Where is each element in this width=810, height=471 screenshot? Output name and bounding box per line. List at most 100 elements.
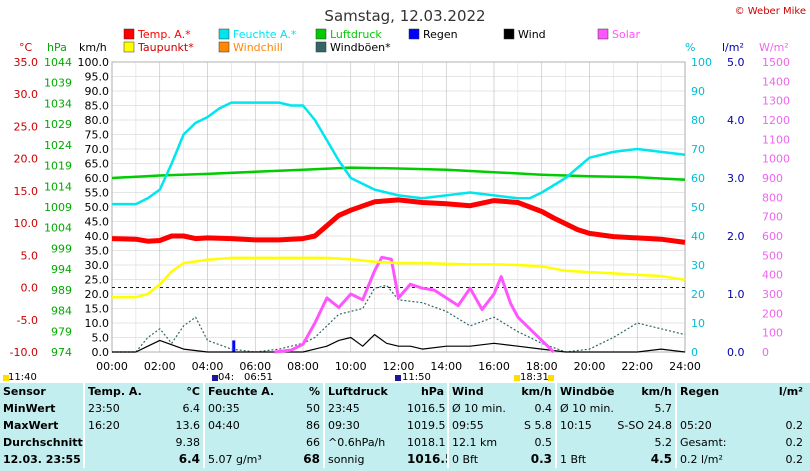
stats-wind-note: 09:55 xyxy=(447,417,510,434)
tick-label-celsius: 0.0 xyxy=(21,282,39,295)
tick-label-time: 16:00 xyxy=(478,360,510,373)
tick-label-kmh: 90.0 xyxy=(85,85,110,98)
tick-label-time: 00:00 xyxy=(96,360,128,373)
tick-label-solar: 0 xyxy=(762,346,769,359)
legend-swatch xyxy=(408,28,420,40)
tick-label-hpa: 1024 xyxy=(44,139,72,152)
stats-luft-time: sonnig xyxy=(323,451,404,468)
stats-header-temp-unit: °C xyxy=(186,385,200,398)
tick-label-solar: 1300 xyxy=(762,95,790,108)
stats-header-windboen: Windböen xyxy=(555,383,614,400)
tick-label-time: 08:00 xyxy=(287,360,319,373)
stats-header-luftdruck: Luftdruck xyxy=(323,383,404,400)
series-temp-line xyxy=(111,197,686,245)
legend-label: Regen xyxy=(423,28,458,41)
tick-label-time: 24:00 xyxy=(669,360,701,373)
stats-feuchte-value: 66 xyxy=(306,436,320,449)
chart-title: Samstag, 12.03.2022 xyxy=(324,7,485,25)
tick-label-kmh: 5.0 xyxy=(92,332,110,345)
tick-label-celsius: 25.0 xyxy=(14,120,39,133)
stats-luft-time: 09:30 xyxy=(323,417,404,434)
tick-label-kmh: 100.0 xyxy=(78,56,110,69)
tick-label-solar: 300 xyxy=(762,288,783,301)
stats-feuchte-time: 00:35 xyxy=(203,400,278,417)
axis-label-rain: l/m² xyxy=(722,41,744,54)
legend-swatch xyxy=(218,41,230,53)
tick-label-hpa: 1004 xyxy=(44,222,72,235)
stats-temp-time: 23:50 xyxy=(83,400,146,417)
sun-marker xyxy=(514,375,520,381)
series-luftdruck-line xyxy=(111,166,686,181)
stats-row-max: MaxWert 16:20 13.6 04:40 86 09:30 1019.5… xyxy=(0,417,806,434)
tick-label-celsius: -5.0 xyxy=(17,314,38,327)
legend-swatch xyxy=(123,28,135,40)
tick-label-celsius: 20.0 xyxy=(14,153,39,166)
axis-label-hpa: hPa xyxy=(47,41,67,54)
legend-label: Wind xyxy=(518,28,546,41)
tick-label-percent: 0 xyxy=(691,346,698,359)
stats-regen-value: 0.2 xyxy=(785,453,804,466)
stats-boen-value: S-SO 24.8 xyxy=(617,419,672,432)
tick-label-kmh: 95.0 xyxy=(85,71,110,84)
tick-label-hpa: 979 xyxy=(51,325,72,338)
tick-label-percent: 20 xyxy=(691,288,705,301)
tick-label-kmh: 15.0 xyxy=(85,303,110,316)
stats-regen-note: Gesamt: xyxy=(675,434,754,451)
stats-header-temp: Temp. A. xyxy=(83,383,146,400)
series-solar-line xyxy=(274,255,555,354)
stats-temp-time xyxy=(83,434,146,451)
series-taupunkt-line xyxy=(112,256,686,299)
stats-wind-value: 0.3 xyxy=(530,452,552,466)
tick-label-solar: 1000 xyxy=(762,153,790,166)
statistics-panel: Sensor Temp. A. °C Feuchte A. % Luftdruc… xyxy=(0,383,810,471)
stats-luft-value: 1016.5 xyxy=(407,402,446,415)
tick-label-kmh: 10.0 xyxy=(85,317,110,330)
stats-boen-note: Ø 10 min. xyxy=(555,400,614,417)
tick-label-rain: 5.0 xyxy=(727,56,745,69)
tick-label-hpa: 1044 xyxy=(44,56,72,69)
stats-header-sensor: Sensor xyxy=(3,385,46,398)
stats-header-wind-unit: km/h xyxy=(521,385,552,398)
axis-label-percent: % xyxy=(685,41,695,54)
tick-label-hpa: 994 xyxy=(51,263,72,276)
stats-regen-note xyxy=(675,400,754,417)
series-feuchte-line xyxy=(112,101,686,206)
tick-label-hpa: 999 xyxy=(51,242,72,255)
stats-regen-note: 05:20 xyxy=(675,417,754,434)
sunrise-prefix-label: 04: xyxy=(218,372,235,383)
stats-feuchte-time xyxy=(203,434,278,451)
legend-swatch xyxy=(597,28,609,40)
stats-boen-value: 5.7 xyxy=(654,402,673,415)
axis-label-solar: W/m² xyxy=(759,41,789,54)
tick-label-rain: 2.0 xyxy=(727,230,745,243)
stats-header-feuchte-unit: % xyxy=(308,385,320,398)
stats-temp-value: 6.4 xyxy=(178,452,200,466)
tick-label-percent: 30 xyxy=(691,259,705,272)
tick-label-celsius: 30.0 xyxy=(14,88,39,101)
tick-label-solar: 500 xyxy=(762,249,783,262)
stats-header-windboen-unit: km/h xyxy=(641,385,672,398)
axis-label-celsius: °C xyxy=(19,41,33,54)
stats-row-label: 12.03. 23:55 xyxy=(3,453,81,466)
stats-row-label: Durchschnitt xyxy=(3,436,83,449)
stats-regen-value: 0.2 xyxy=(785,419,804,432)
stats-temp-value: 13.6 xyxy=(175,419,201,432)
tick-label-time: 06:00 xyxy=(239,360,271,373)
tick-label-percent: 70 xyxy=(691,143,705,156)
stats-wind-note: 0 Bft xyxy=(447,451,510,468)
tick-label-solar: 200 xyxy=(762,307,783,320)
tick-label-percent: 10 xyxy=(691,317,705,330)
tick-label-hpa: 989 xyxy=(51,284,72,297)
tick-label-kmh: 80.0 xyxy=(85,114,110,127)
sun-marker xyxy=(212,375,218,381)
tick-label-hpa: 984 xyxy=(51,305,72,318)
tick-label-kmh: 65.0 xyxy=(85,158,110,171)
tick-label-kmh: 35.0 xyxy=(85,245,110,258)
tick-label-hpa: 1019 xyxy=(44,160,72,173)
tick-label-rain: 4.0 xyxy=(727,114,745,127)
tick-label-hpa: 1029 xyxy=(44,118,72,131)
stats-feuchte-time: 04:40 xyxy=(203,417,278,434)
stats-luft-time: ^0.6hPa/h xyxy=(323,434,404,451)
stats-header-row: Sensor Temp. A. °C Feuchte A. % Luftdruc… xyxy=(0,383,806,400)
tick-label-rain: 0.0 xyxy=(727,346,745,359)
